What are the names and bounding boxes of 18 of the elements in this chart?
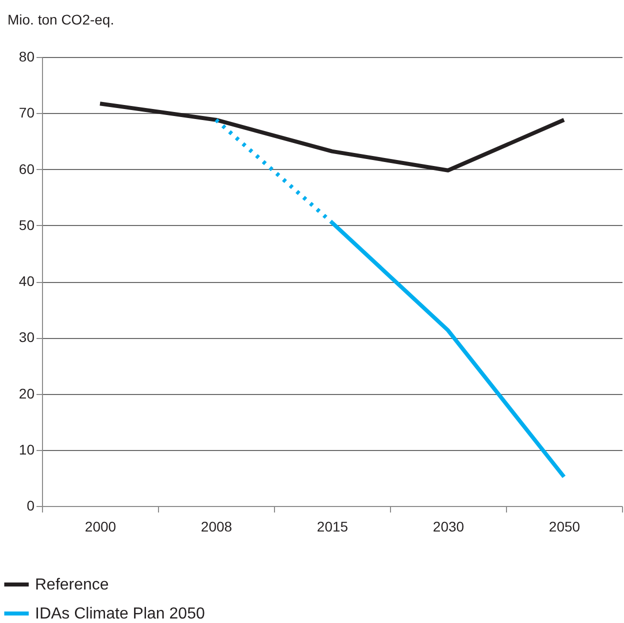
line-series — [98, 102, 566, 172]
x-tick-label: 2050 — [548, 518, 580, 534]
legend-label: IDAs Climate Plan 2050 — [35, 606, 205, 622]
y-tick-label: 80 — [18, 48, 35, 64]
legend-label: Reference — [35, 576, 109, 594]
x-tick-label: 2030 — [432, 518, 464, 534]
y-tick-label: 40 — [18, 273, 35, 289]
y-axis-title: Mio. ton CO2-eq. — [8, 12, 114, 28]
y-tick-label: 20 — [18, 385, 35, 402]
x-tick-label: 2008 — [200, 518, 232, 534]
y-tick-label: 60 — [18, 160, 35, 177]
y-tick-label: 30 — [18, 329, 35, 346]
x-tick-label: 2000 — [84, 518, 116, 534]
y-tick-label: 0 — [26, 498, 35, 514]
y-tick-label: 10 — [18, 441, 35, 458]
y-tick-label: 70 — [18, 104, 35, 121]
y-tick-label: 50 — [18, 216, 35, 233]
x-tick-label: 2015 — [316, 518, 348, 534]
